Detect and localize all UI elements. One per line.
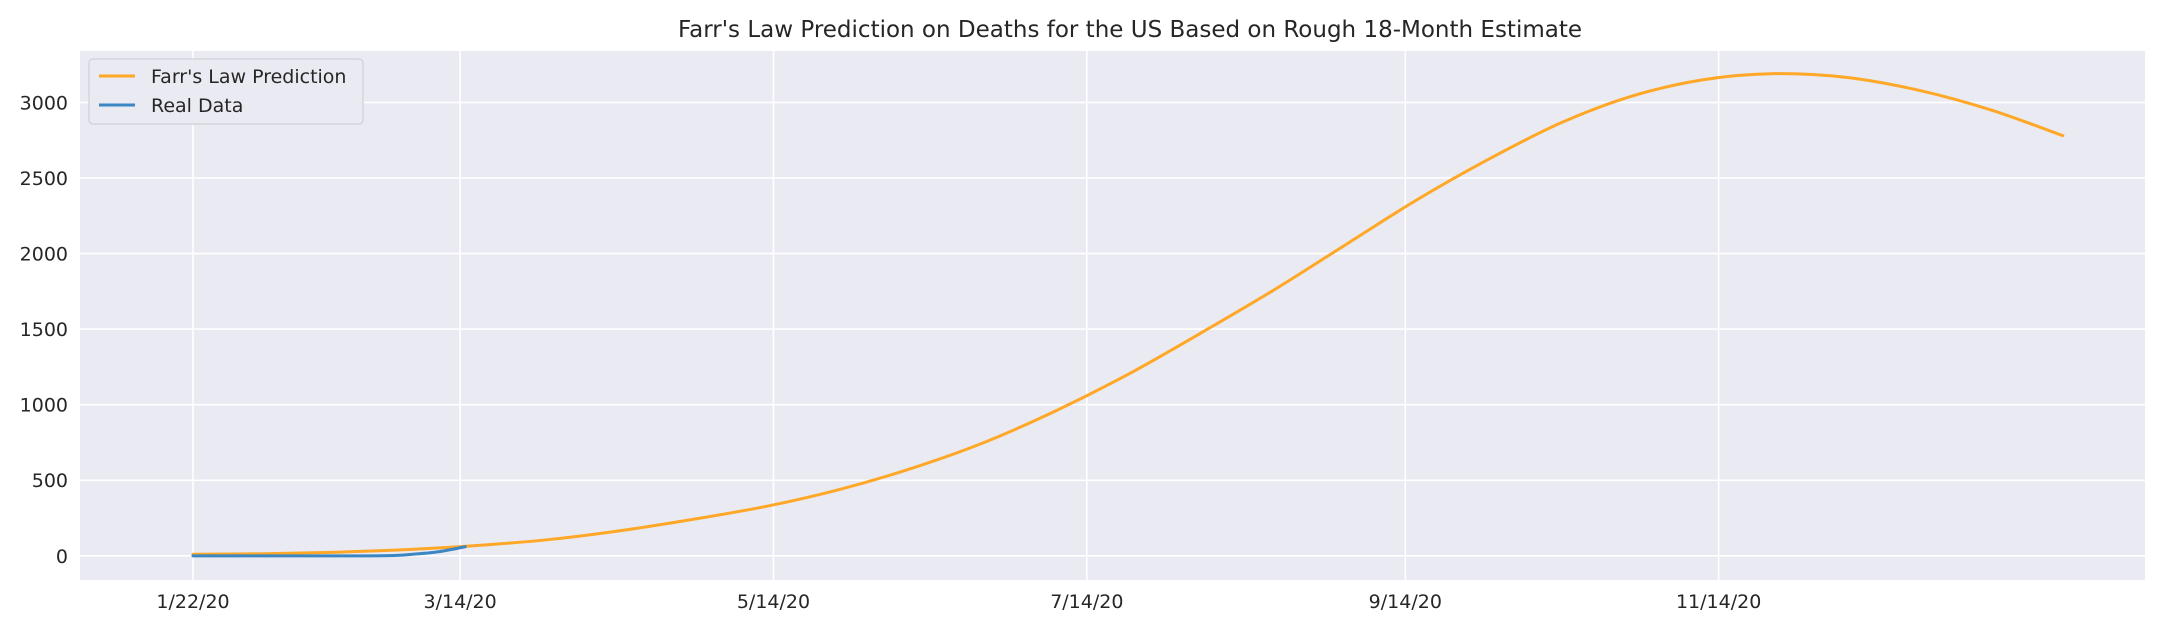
legend: Farr's Law Prediction Real Data <box>88 58 364 125</box>
legend-label-farrs-law: Farr's Law Prediction <box>151 66 346 88</box>
x-tick-label: 1/22/20 <box>156 591 229 613</box>
y-tick-label: 1500 <box>20 319 68 341</box>
grid-lines <box>80 51 2145 580</box>
y-tick-label: 2000 <box>20 244 68 266</box>
x-tick-label: 9/14/20 <box>1369 591 1442 613</box>
series-layer <box>191 72 2065 558</box>
legend-label-real-data: Real Data <box>151 95 243 117</box>
chart-title: Farr's Law Prediction on Deaths for the … <box>678 17 1582 43</box>
tick-labels: 0 500 1000 1500 2000 2500 3000 1/22/20 3/14/20 5/… <box>20 92 1762 613</box>
y-tick-label: 0 <box>56 546 68 568</box>
y-tick-label: 500 <box>32 470 68 492</box>
y-tick-label: 2500 <box>20 168 68 190</box>
y-tick-label: 3000 <box>20 92 68 114</box>
x-tick-label: 11/14/20 <box>1676 591 1761 613</box>
series-line-farrs-law <box>191 72 2065 556</box>
legend-box <box>88 58 364 125</box>
x-tick-label: 3/14/20 <box>423 591 496 613</box>
x-tick-label: 5/14/20 <box>737 591 810 613</box>
x-tick-label: 7/14/20 <box>1050 591 1123 613</box>
y-tick-label: 1000 <box>20 395 68 417</box>
plot-area <box>80 51 2145 580</box>
series-line-real-data <box>191 545 467 558</box>
